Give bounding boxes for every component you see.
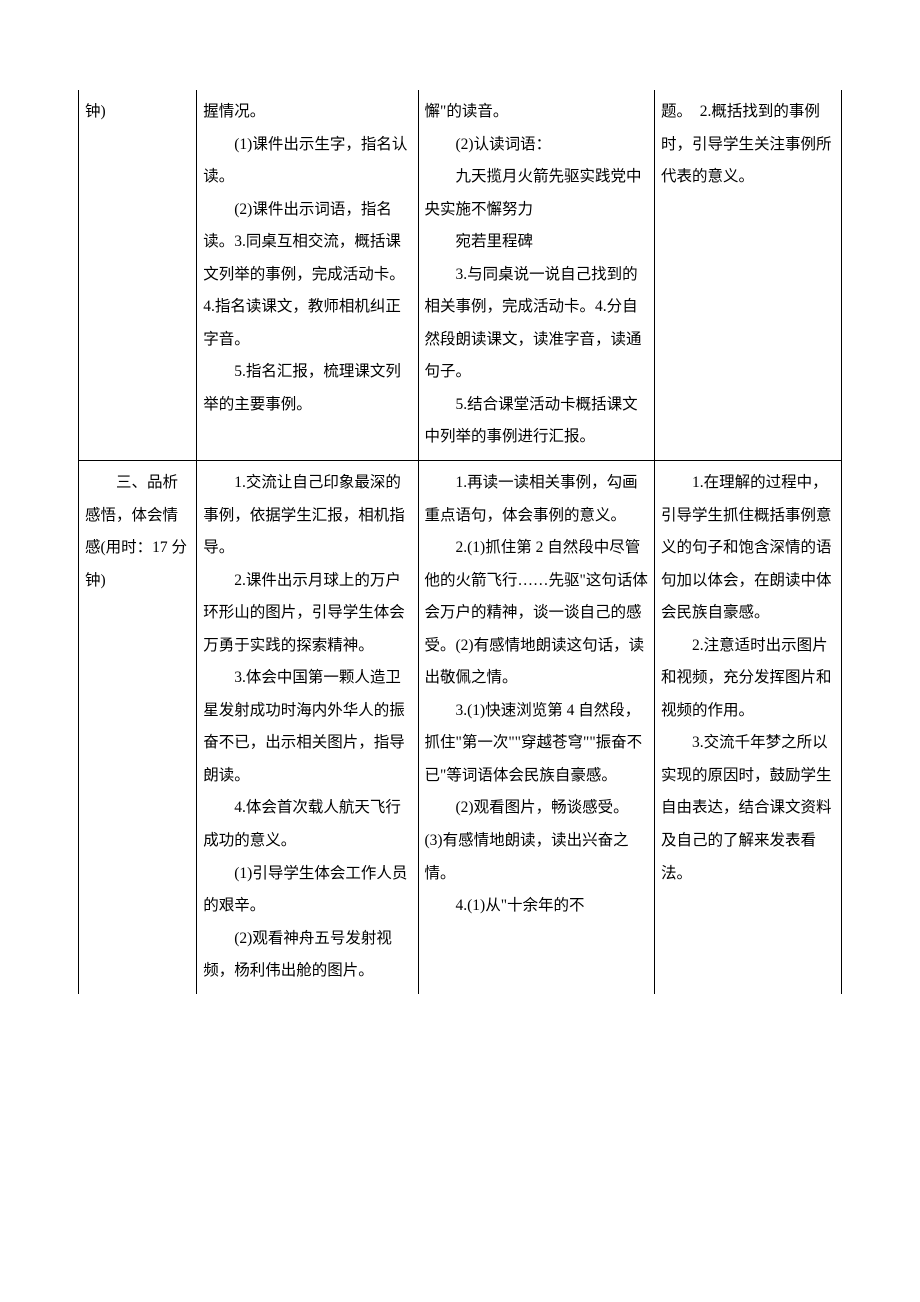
paragraph: (1)课件出示生字，指名认读。 [203, 129, 411, 194]
lesson-plan-table: 钟)握情况。(1)课件出示生字，指名认读。(2)课件出示词语，指名读。3.同桌互… [78, 90, 842, 994]
paragraph: 3.体会中国第一颗人造卫星发射成功时海内外华人的振奋不已，出示相关图片，指导朗读… [203, 662, 411, 792]
paragraph: 4.(1)从"十余年的不 [425, 890, 649, 923]
paragraph: 3.(1)快速浏览第 4 自然段，抓住"第一次""穿越苍穹""振奋不已"等词语体… [425, 695, 649, 793]
table-cell: 1.在理解的过程中，引导学生抓住概括事例意义的句子和饱含深情的语句加以体会，在朗… [655, 461, 842, 994]
paragraph: 1.交流让自己印象最深的事例，依据学生汇报，相机指导。 [203, 467, 411, 565]
table-row: 钟)握情况。(1)课件出示生字，指名认读。(2)课件出示词语，指名读。3.同桌互… [79, 90, 842, 461]
paragraph: 3.与同桌说一说自己找到的相关事例，完成活动卡。4.分自然段朗读课文，读准字音，… [425, 259, 649, 389]
paragraph: 2.(1)抓住第 2 自然段中尽管他的火箭飞行……先驱"这句话体会万户的精神，谈… [425, 532, 649, 695]
paragraph: 2.课件出示月球上的万户环形山的图片，引导学生体会万勇于实践的探索精神。 [203, 565, 411, 663]
paragraph: 4.体会首次载人航天飞行成功的意义。 [203, 792, 411, 857]
table-cell: 题。 2.概括找到的事例时，引导学生关注事例所代表的意义。 [655, 90, 842, 461]
table-cell: 三、品析感悟，体会情感(用时：17 分钟) [79, 461, 197, 994]
paragraph: 3.交流千年梦之所以实现的原因时，鼓励学生自由表达，结合课文资料及自己的了解来发… [661, 727, 835, 890]
table-row: 三、品析感悟，体会情感(用时：17 分钟)1.交流让自己印象最深的事例，依据学生… [79, 461, 842, 994]
table-cell: 懈"的读音。(2)认读词语：九天揽月火箭先驱实践党中央实施不懈努力宛若里程碑3.… [418, 90, 655, 461]
paragraph: (2)认读词语： [425, 129, 649, 162]
table-cell: 1.再读一读相关事例，勾画重点语句，体会事例的意义。2.(1)抓住第 2 自然段… [418, 461, 655, 994]
paragraph: 宛若里程碑 [425, 226, 649, 259]
paragraph: 钟) [85, 96, 190, 129]
paragraph: 1.在理解的过程中，引导学生抓住概括事例意义的句子和饱含深情的语句加以体会，在朗… [661, 467, 835, 630]
table-cell: 1.交流让自己印象最深的事例，依据学生汇报，相机指导。2.课件出示月球上的万户环… [197, 461, 418, 994]
table-cell: 钟) [79, 90, 197, 461]
paragraph: (2)课件出示词语，指名读。3.同桌互相交流，概括课文列举的事例，完成活动卡。4… [203, 194, 411, 357]
paragraph: (1)引导学生体会工作人员的艰辛。 [203, 858, 411, 923]
paragraph: 2.注意适时出示图片和视频，充分发挥图片和视频的作用。 [661, 630, 835, 728]
paragraph: 题。 2.概括找到的事例时，引导学生关注事例所代表的意义。 [661, 96, 835, 194]
paragraph: 懈"的读音。 [425, 96, 649, 129]
paragraph: (2)观看图片，畅谈感受。 (3)有感情地朗读，读出兴奋之情。 [425, 792, 649, 890]
table-cell: 握情况。(1)课件出示生字，指名认读。(2)课件出示词语，指名读。3.同桌互相交… [197, 90, 418, 461]
paragraph: 握情况。 [203, 96, 411, 129]
paragraph: 5.结合课堂活动卡概括课文中列举的事例进行汇报。 [425, 389, 649, 454]
paragraph: 三、品析感悟，体会情感(用时：17 分钟) [85, 467, 190, 597]
paragraph: 1.再读一读相关事例，勾画重点语句，体会事例的意义。 [425, 467, 649, 532]
paragraph: 九天揽月火箭先驱实践党中央实施不懈努力 [425, 161, 649, 226]
paragraph: 5.指名汇报，梳理课文列举的主要事例。 [203, 356, 411, 421]
paragraph: (2)观看神舟五号发射视频，杨利伟出舱的图片。 [203, 923, 411, 988]
